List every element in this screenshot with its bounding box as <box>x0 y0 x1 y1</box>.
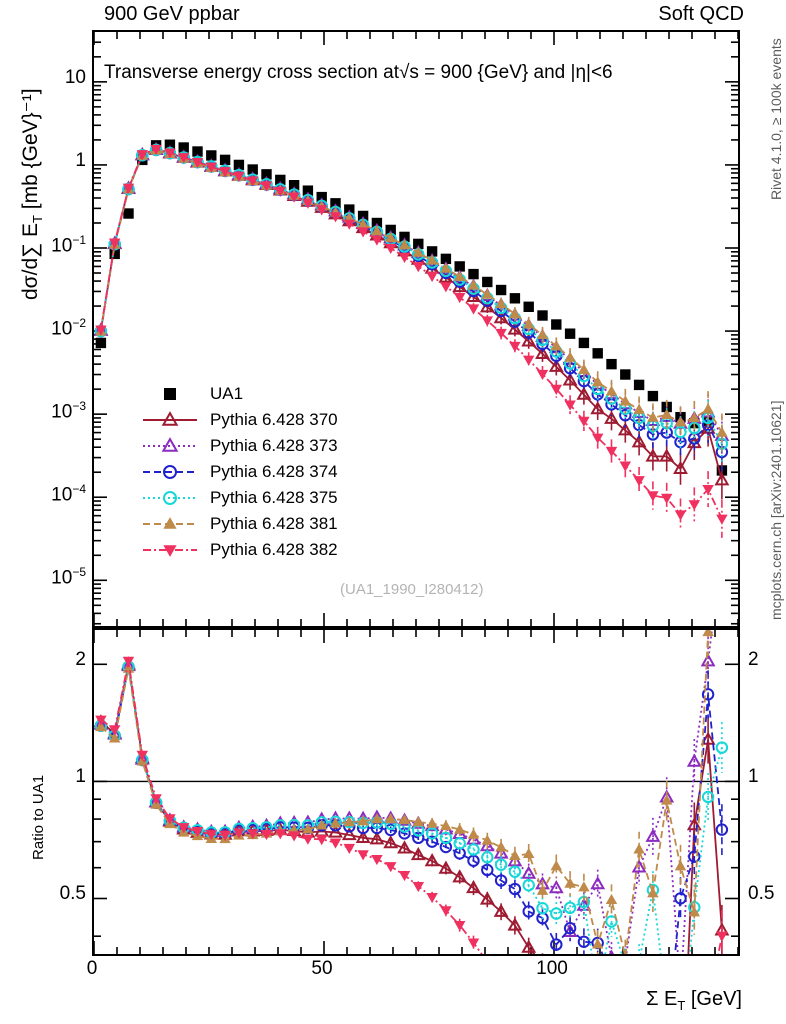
y-tick-label-main-10⁻³: 10−3 <box>51 399 86 423</box>
y-tick-label-main-10⁻⁴: 10−4 <box>51 482 86 506</box>
y-tick-label-main-10⁻²: 10−2 <box>51 316 86 340</box>
legend-label: Pythia 6.428 373 <box>210 436 338 455</box>
x-axis-label-sigma: Σ E <box>646 988 678 1010</box>
y-tick-label-ratio-right-1: 1 <box>748 766 759 788</box>
legend-label: Pythia 6.428 381 <box>210 514 338 533</box>
legend: UA1 Pythia 6.428 370 Pythia 6.428 373 Pythi… <box>142 381 338 563</box>
legend-marker-icon <box>142 459 198 485</box>
x-tick-label-0: 0 <box>86 958 98 979</box>
legend-item-pythia-6-428-375[interactable]: Pythia 6.428 375 <box>142 485 338 511</box>
legend-marker-icon <box>142 485 198 511</box>
main-plot-canvas <box>94 32 738 626</box>
y-tick-label-main-10⁻⁵: 10−5 <box>51 565 86 589</box>
y-tick-label-ratio-left-1: 1 <box>75 766 86 788</box>
legend-marker-icon <box>142 407 198 433</box>
y-tick-label-ratio-right-0.5: 0.5 <box>748 883 775 905</box>
legend-label: Pythia 6.428 382 <box>210 540 338 559</box>
y-tick-label-ratio-left-0.5: 0.5 <box>59 883 86 905</box>
ratio-plot-panel <box>92 628 740 956</box>
x-axis-label: Σ ET [GeV] <box>646 988 742 1013</box>
y-tick-label-main-1: 1 <box>75 149 86 171</box>
x-tick-label-100: 100 <box>536 958 568 979</box>
legend-marker-icon <box>142 433 198 459</box>
y-tick-label-main-10: 10 <box>64 66 86 88</box>
analysis-watermark: (UA1_1990_I280412) <box>340 581 484 598</box>
mcplots-source-note: mcplots.cern.ch [arXiv:2401.10621] <box>768 400 784 620</box>
y-tick-label-main-10⁻¹: 10−1 <box>51 233 86 257</box>
legend-item-pythia-6-428-381[interactable]: Pythia 6.428 381 <box>142 511 338 537</box>
y-tick-label-ratio-right-2: 2 <box>748 649 759 671</box>
x-axis-label-tail: [GeV] <box>685 988 742 1010</box>
plot-title: Transverse energy cross section at√s = 9… <box>104 62 613 83</box>
header-process-label: Soft QCD <box>658 3 744 25</box>
header-collider-label: 900 GeV ppbar <box>104 3 240 25</box>
legend-marker-icon <box>142 537 198 563</box>
legend-item-pythia-6-428-370[interactable]: Pythia 6.428 370 <box>142 407 338 433</box>
legend-label: Pythia 6.428 370 <box>210 410 338 429</box>
ratio-plot-canvas <box>94 630 738 954</box>
legend-item-ua1[interactable]: UA1 <box>142 381 338 407</box>
legend-item-pythia-6-428-374[interactable]: Pythia 6.428 374 <box>142 459 338 485</box>
main-plot-panel <box>92 30 740 628</box>
legend-marker-icon <box>142 381 198 407</box>
legend-item-pythia-6-428-382[interactable]: Pythia 6.428 382 <box>142 537 338 563</box>
legend-item-pythia-6-428-373[interactable]: Pythia 6.428 373 <box>142 433 338 459</box>
legend-label: Pythia 6.428 375 <box>210 488 338 507</box>
legend-label: UA1 <box>210 384 244 403</box>
legend-label: Pythia 6.428 374 <box>210 462 338 481</box>
y-tick-label-ratio-left-2: 2 <box>75 649 86 671</box>
x-axis-label-sub: T <box>677 998 686 1013</box>
legend-marker-icon <box>142 511 198 537</box>
x-tick-label-50: 50 <box>311 958 333 979</box>
y-axis-label-sub: T <box>30 215 46 224</box>
rivet-version-note: Rivet 4.1.0, ≥ 100k events <box>768 38 784 200</box>
y-axis-label-main: dσ/d∑ ET [mb {GeV}⁻¹] <box>18 88 45 300</box>
